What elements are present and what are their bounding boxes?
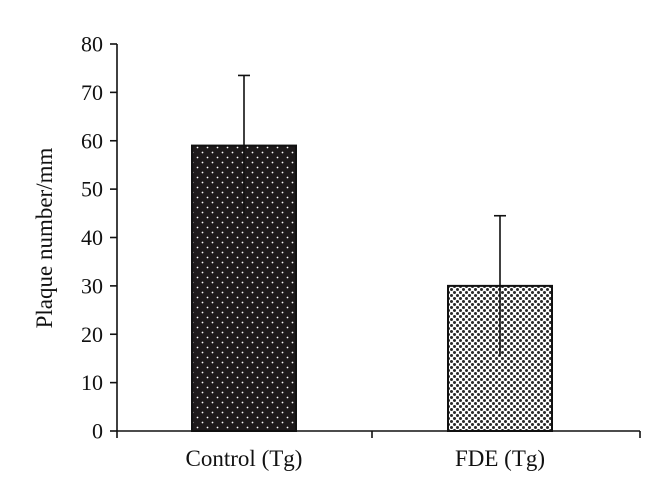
y-tick-label-30: 30 <box>81 273 103 298</box>
x-category-label-2: FDE (Tg) <box>455 446 545 471</box>
y-tick-label-70: 70 <box>81 80 103 105</box>
y-tick-label-50: 50 <box>81 177 103 202</box>
axes-layer: 0 10 20 30 40 50 60 70 80 Control (Tg) FDE (Tg) <box>81 32 641 471</box>
y-tick-label-10: 10 <box>81 370 103 395</box>
y-axis-title: Plaque number/mm <box>32 148 57 329</box>
error-bar-2 <box>494 214 506 357</box>
y-tick-label-80: 80 <box>81 32 103 57</box>
y-tick-label-60: 60 <box>81 128 103 153</box>
bars-layer <box>191 144 553 432</box>
error-bar-1 <box>238 74 250 216</box>
y-tick-label-0: 0 <box>92 419 103 444</box>
y-tick-label-20: 20 <box>81 322 103 347</box>
error-bars-layer <box>238 74 506 357</box>
y-tick-label-40: 40 <box>81 225 103 250</box>
x-category-label-1: Control (Tg) <box>186 446 303 471</box>
